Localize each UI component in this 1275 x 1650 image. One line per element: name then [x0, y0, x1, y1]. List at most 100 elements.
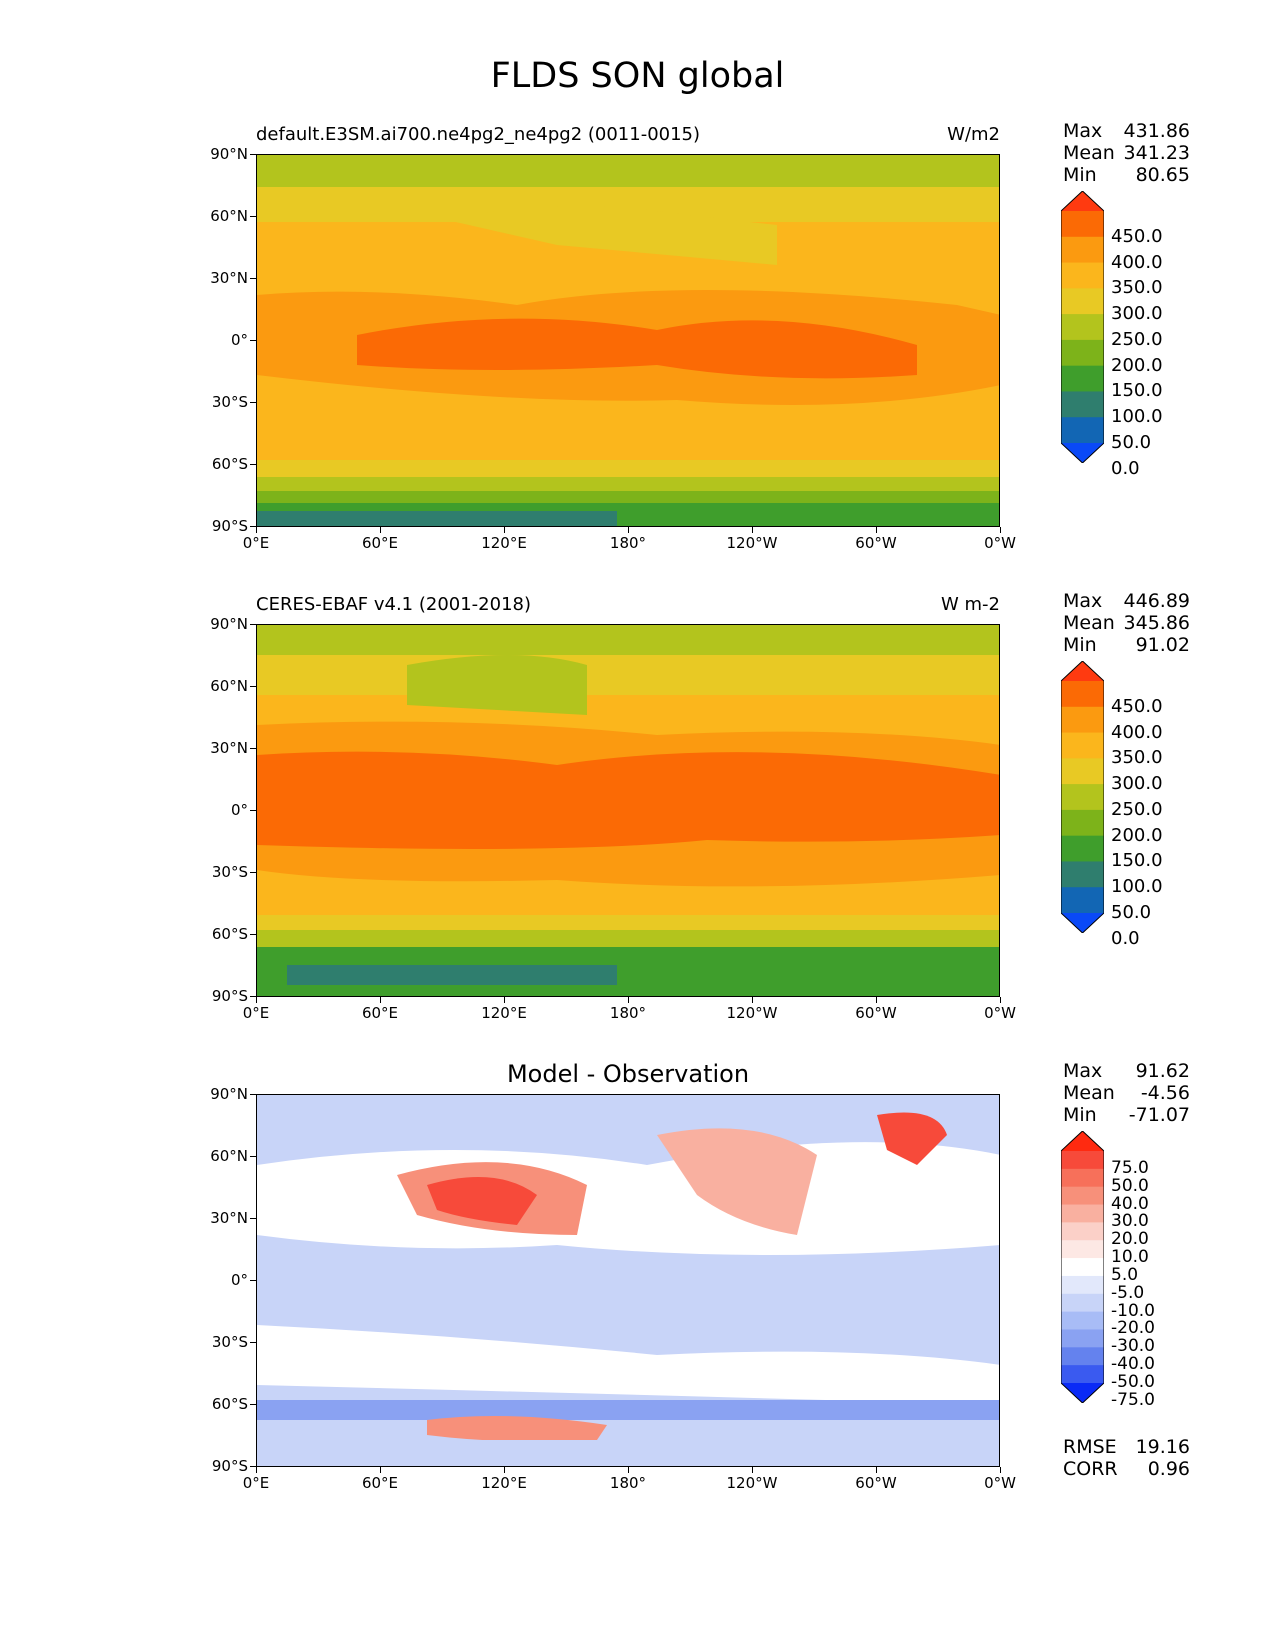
- colorbar: [1061, 191, 1104, 463]
- lat-tick: [250, 934, 256, 935]
- lon-tick-label: 120°E: [481, 534, 527, 552]
- lat-tick: [250, 1342, 256, 1343]
- lon-tick-label: 120°E: [481, 1474, 527, 1492]
- lon-tick-label: 60°E: [361, 534, 399, 552]
- stat-label: Mean: [1063, 612, 1115, 634]
- stats-row: Max 91.62: [1063, 1060, 1190, 1082]
- obs-panel-title: CERES-EBAF v4.1 (2001-2018): [256, 594, 532, 615]
- lat-tick: [250, 1156, 256, 1157]
- stat-label: Max: [1063, 1060, 1103, 1082]
- obs-map: [256, 624, 1000, 997]
- lon-tick-label: 180°: [609, 534, 647, 552]
- lat-tick-label: 60°N: [210, 677, 248, 695]
- lat-tick: [250, 1094, 256, 1095]
- lon-tick-label: 60°W: [855, 1474, 897, 1492]
- lon-tick-label: 0°E: [242, 1474, 270, 1492]
- lon-tick-label: 0°E: [242, 534, 270, 552]
- lon-tick-label: 0°W: [984, 534, 1016, 552]
- metric-label: CORR: [1063, 1458, 1118, 1480]
- lat-tick-label: 0°: [230, 1271, 248, 1289]
- metric-row: RMSE 19.16: [1063, 1436, 1190, 1458]
- stat-label: Max: [1063, 120, 1103, 142]
- diff-map: [256, 1094, 1000, 1467]
- lat-tick-label: 90°S: [211, 517, 248, 535]
- diff-panel: Model - Observation 90°N 60°N 30°N 0° 30°S 60…: [0, 1060, 1275, 1564]
- colorbar-segment: [1061, 706, 1104, 734]
- colorbar-tick-label: 150.0: [1111, 380, 1163, 402]
- lat-tick: [250, 624, 256, 625]
- colorbar-tick-label: 100.0: [1111, 406, 1163, 428]
- colorbar-segment: [1061, 732, 1104, 759]
- stat-value: 91.62: [1135, 1060, 1190, 1082]
- colorbar-tick-label: -75.0: [1111, 1389, 1155, 1410]
- colorbar-tick-label: 350.0: [1111, 277, 1163, 299]
- colorbar-tick-label: -50.0: [1111, 1372, 1155, 1392]
- colorbar-segment: [1061, 809, 1104, 837]
- stats-row: Max 446.89: [1063, 590, 1190, 612]
- colorbar-segment: [1061, 211, 1104, 238]
- lon-tick-label: 60°W: [855, 534, 897, 552]
- lon-tick-label: 120°W: [726, 1004, 778, 1022]
- colorbar-tick-label: -20.0: [1111, 1318, 1155, 1339]
- lat-tick-label: 90°N: [210, 145, 248, 163]
- colorbar-extend-max: [1061, 191, 1104, 211]
- colorbar-tick-label: 5.0: [1111, 1264, 1139, 1285]
- lat-tick-label: 0°: [230, 331, 248, 349]
- lat-tick: [250, 1466, 256, 1467]
- lon-tick-label: 0°W: [984, 1474, 1016, 1492]
- lon-tick-label: 180°: [609, 1474, 647, 1492]
- obs-panel-units: W m-2: [940, 594, 1000, 615]
- colorbar-extend-min: [1061, 443, 1104, 463]
- figure-title: FLDS SON global: [490, 56, 785, 96]
- colorbar-tick-label: -10.0: [1111, 1300, 1155, 1321]
- colorbar-segment: [1061, 681, 1104, 708]
- colorbar-extend-min: [1061, 1383, 1104, 1403]
- colorbar-tick-label: 75.0: [1111, 1157, 1149, 1178]
- stat-label: Min: [1063, 1104, 1097, 1126]
- stat-label: Max: [1063, 590, 1103, 612]
- lon-tick-label: 180°: [609, 1004, 647, 1022]
- colorbar-segment: [1061, 1186, 1104, 1206]
- stats-row: Mean 345.86: [1063, 612, 1190, 634]
- stat-value: 446.89: [1123, 590, 1190, 612]
- colorbar-tick-label: -5.0: [1111, 1282, 1145, 1303]
- lat-tick-label: 60°S: [211, 925, 248, 943]
- lat-tick-label: 30°S: [211, 863, 248, 881]
- lat-tick-label: 90°S: [211, 1457, 248, 1475]
- stats-row: Min 91.02: [1063, 634, 1190, 656]
- colorbar-segment: [1061, 784, 1104, 811]
- colorbar-segment: [1061, 835, 1104, 862]
- lon-tick-label: 0°W: [984, 1004, 1016, 1022]
- stats-row: Min 80.65: [1063, 164, 1190, 186]
- stat-label: Mean: [1063, 1082, 1115, 1104]
- lon-tick: [256, 527, 257, 533]
- colorbar-segment: [1061, 236, 1104, 264]
- lon-tick: [380, 1467, 381, 1473]
- colorbar-tick-label: 0.0: [1111, 457, 1140, 479]
- lon-tick: [1000, 527, 1001, 533]
- lon-tick: [1000, 997, 1001, 1003]
- colorbar-segment: [1061, 1204, 1104, 1223]
- lon-tick: [628, 997, 629, 1003]
- lat-tick: [250, 1404, 256, 1405]
- lat-tick-label: 60°N: [210, 207, 248, 225]
- lat-tick-label: 30°S: [211, 393, 248, 411]
- lon-tick-label: 60°W: [855, 1004, 897, 1022]
- colorbar-segment: [1061, 417, 1104, 444]
- colorbar-tick-label: 300.0: [1111, 303, 1163, 325]
- lat-tick-label: 30°S: [211, 1333, 248, 1351]
- lon-tick: [876, 997, 877, 1003]
- lon-tick: [380, 527, 381, 533]
- colorbar-segment: [1061, 1258, 1104, 1277]
- model-panel: default.E3SM.ai700.ne4pg2_ne4pg2 (0011-0…: [0, 120, 1275, 624]
- colorbar-segment: [1061, 1365, 1104, 1384]
- lat-tick-label: 60°N: [210, 1147, 248, 1165]
- obs-map-field: [257, 625, 999, 996]
- colorbar-tick-label: 250.0: [1111, 798, 1163, 820]
- stat-value: -4.56: [1140, 1082, 1190, 1104]
- lon-tick-label: 120°W: [726, 534, 778, 552]
- lon-tick: [504, 527, 505, 533]
- lon-tick: [504, 1467, 505, 1473]
- lat-tick-label: 30°N: [210, 269, 248, 287]
- obs-panel: CERES-EBAF v4.1 (2001-2018) W m-2 90°N 60…: [0, 590, 1275, 1094]
